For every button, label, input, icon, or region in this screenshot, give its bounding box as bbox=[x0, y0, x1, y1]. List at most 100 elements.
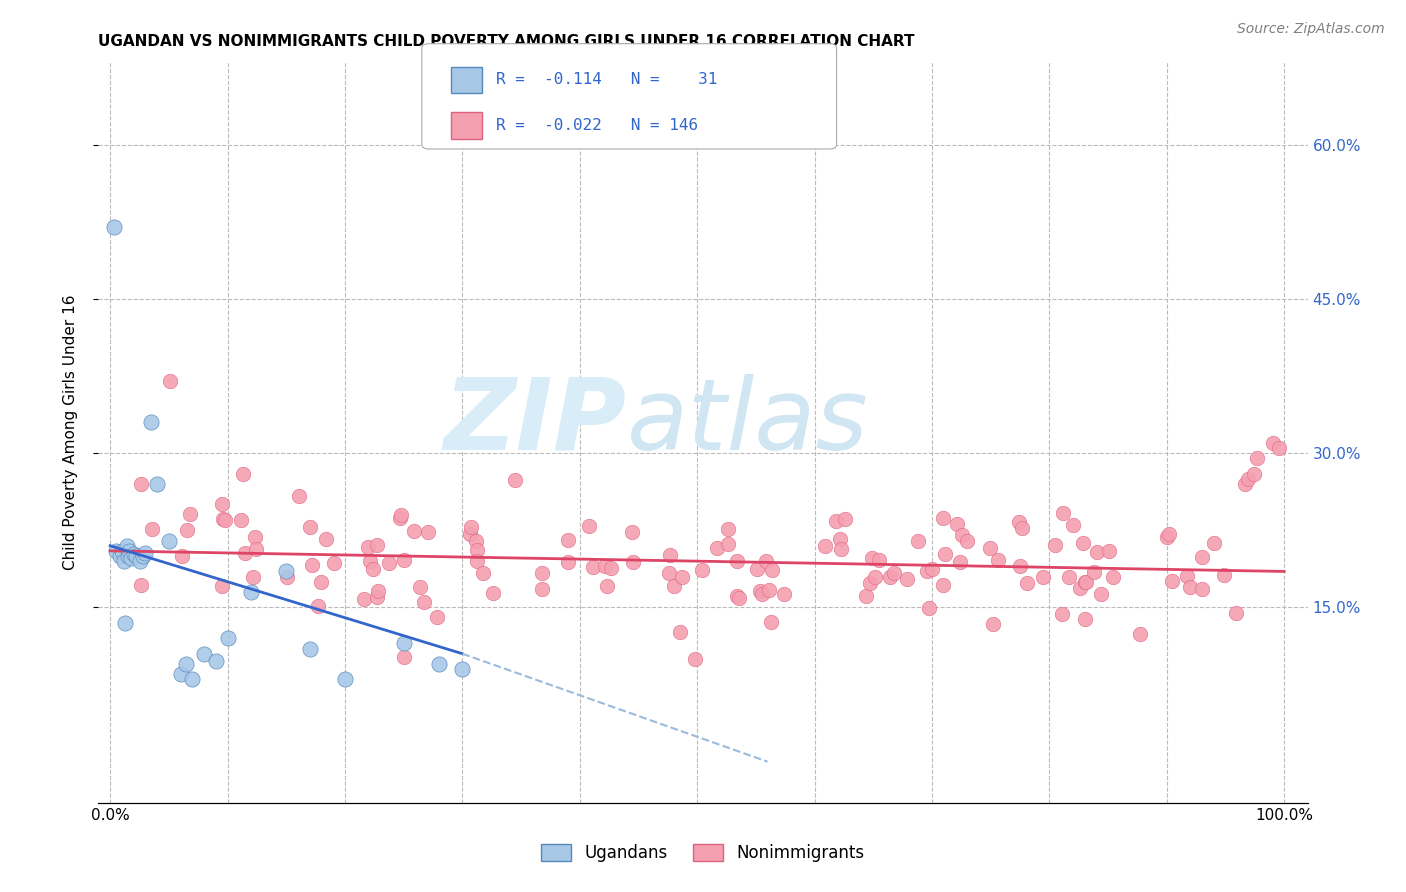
Point bbox=[728, 591, 751, 605]
Text: atlas: atlas bbox=[627, 374, 869, 471]
Point bbox=[596, 579, 619, 593]
Point bbox=[1090, 587, 1112, 601]
Point bbox=[125, 549, 148, 563]
Point bbox=[834, 512, 856, 526]
Point bbox=[204, 654, 226, 668]
Point bbox=[600, 561, 623, 575]
Point bbox=[451, 662, 474, 676]
Point bbox=[157, 533, 180, 548]
Point bbox=[392, 636, 415, 650]
Point bbox=[1059, 570, 1081, 584]
Point bbox=[987, 553, 1010, 567]
Point bbox=[307, 599, 329, 614]
Point bbox=[357, 540, 380, 554]
Point bbox=[1243, 467, 1265, 481]
Point bbox=[366, 590, 388, 604]
Point bbox=[1008, 559, 1031, 574]
Point bbox=[298, 641, 321, 656]
Point bbox=[814, 540, 837, 554]
Point bbox=[747, 562, 769, 576]
Point bbox=[176, 657, 198, 671]
Point bbox=[1268, 441, 1291, 455]
Point bbox=[181, 673, 204, 687]
Point bbox=[761, 563, 783, 577]
Point bbox=[659, 548, 682, 562]
Point bbox=[367, 583, 389, 598]
Point bbox=[418, 525, 440, 540]
Point bbox=[1069, 581, 1091, 595]
Point bbox=[472, 566, 495, 581]
Point bbox=[671, 570, 693, 584]
Point bbox=[921, 562, 943, 576]
Point bbox=[879, 570, 901, 584]
Point bbox=[333, 673, 356, 687]
Point bbox=[211, 579, 233, 593]
Point bbox=[1074, 611, 1097, 625]
Point bbox=[211, 498, 233, 512]
Point bbox=[981, 616, 1004, 631]
Point bbox=[245, 542, 267, 557]
Point bbox=[751, 587, 773, 601]
Point bbox=[122, 547, 145, 561]
Point bbox=[855, 590, 877, 604]
Point bbox=[120, 551, 142, 566]
Point bbox=[242, 570, 264, 584]
Point bbox=[108, 549, 131, 563]
Point bbox=[465, 533, 488, 548]
Point bbox=[458, 526, 481, 541]
Point bbox=[934, 547, 956, 561]
Point bbox=[426, 610, 449, 624]
Point bbox=[949, 555, 972, 569]
Point bbox=[896, 572, 918, 586]
Point bbox=[557, 533, 579, 547]
Point bbox=[1175, 569, 1198, 583]
Point bbox=[1083, 565, 1105, 579]
Point bbox=[755, 554, 778, 568]
Point bbox=[243, 530, 266, 544]
Point bbox=[865, 570, 887, 584]
Point bbox=[593, 558, 616, 573]
Point bbox=[460, 520, 482, 534]
Point bbox=[664, 579, 686, 593]
Point bbox=[179, 507, 201, 521]
Point bbox=[749, 583, 772, 598]
Point bbox=[1102, 570, 1125, 584]
Point bbox=[761, 615, 783, 630]
Point bbox=[1085, 545, 1108, 559]
Point bbox=[114, 615, 136, 630]
Point bbox=[1052, 506, 1074, 520]
Point bbox=[1015, 575, 1038, 590]
Point bbox=[159, 374, 181, 388]
Point bbox=[530, 582, 553, 596]
Point bbox=[105, 544, 128, 558]
Point bbox=[956, 533, 979, 548]
Point bbox=[128, 554, 150, 568]
Point bbox=[129, 477, 152, 491]
Point bbox=[860, 551, 883, 566]
Point bbox=[1032, 570, 1054, 584]
Point bbox=[413, 595, 436, 609]
Point bbox=[979, 541, 1001, 555]
Point bbox=[582, 559, 605, 574]
Point bbox=[392, 553, 415, 567]
Point bbox=[276, 570, 298, 584]
Point bbox=[669, 624, 692, 639]
Point bbox=[389, 510, 412, 524]
Point bbox=[111, 544, 134, 558]
Point bbox=[952, 528, 974, 542]
Text: ZIP: ZIP bbox=[444, 374, 627, 471]
Point bbox=[311, 575, 333, 590]
Point bbox=[1008, 515, 1031, 529]
Point bbox=[353, 591, 375, 606]
Point bbox=[717, 537, 740, 551]
Point bbox=[193, 647, 215, 661]
Point bbox=[132, 549, 155, 563]
Point bbox=[503, 473, 526, 487]
Point bbox=[1156, 530, 1178, 544]
Point bbox=[1076, 574, 1098, 589]
Point bbox=[1178, 580, 1201, 594]
Point bbox=[1098, 544, 1121, 558]
Point bbox=[915, 564, 938, 578]
Text: UGANDAN VS NONIMMIGRANTS CHILD POVERTY AMONG GIRLS UNDER 16 CORRELATION CHART: UGANDAN VS NONIMMIGRANTS CHILD POVERTY A… bbox=[98, 34, 915, 49]
Point bbox=[131, 578, 153, 592]
